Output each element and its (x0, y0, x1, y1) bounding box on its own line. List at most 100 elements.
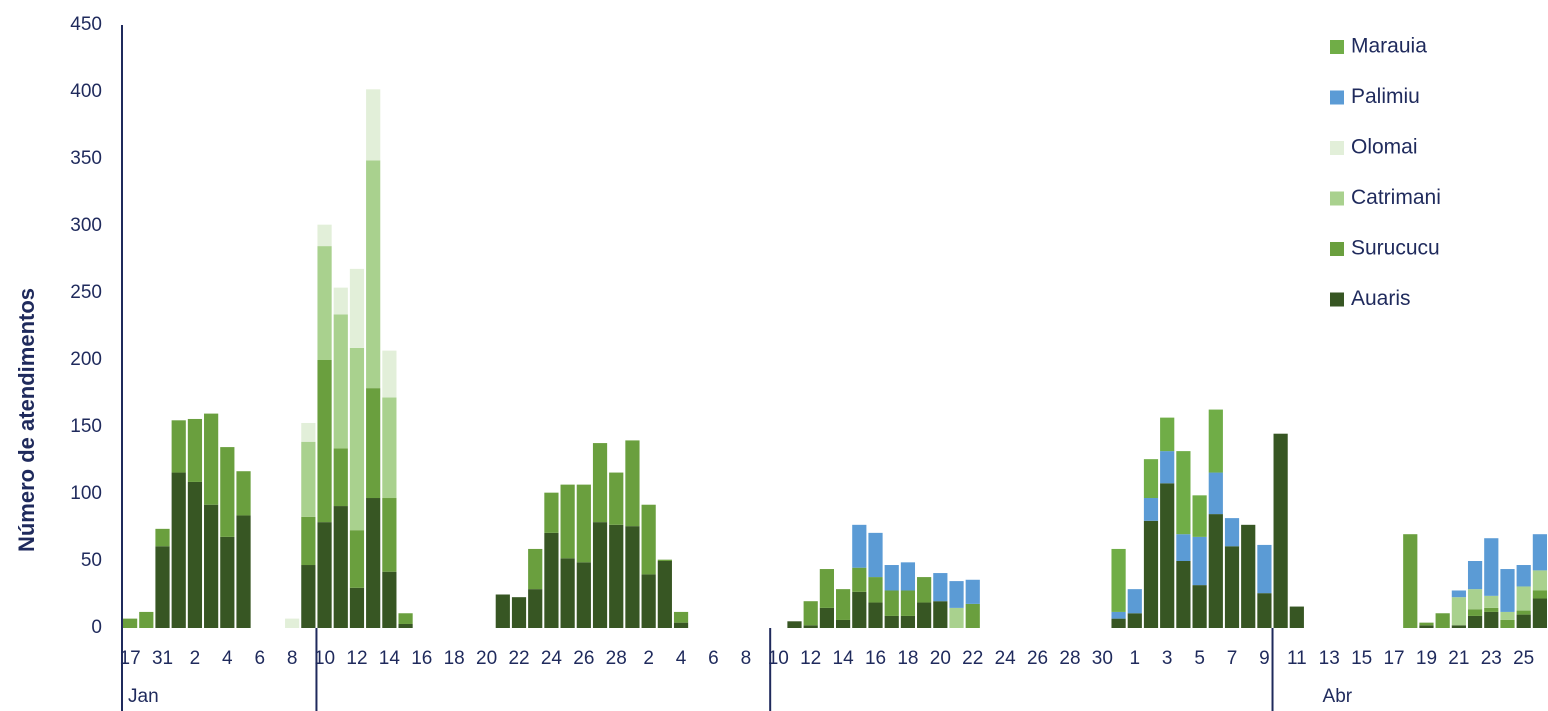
x-tick-label: 30 (1092, 648, 1113, 669)
bar-segment (1273, 433, 1288, 628)
bar-segment (1484, 595, 1499, 608)
bar-segment (366, 89, 381, 161)
x-tick-label: 23 (1481, 648, 1502, 669)
legend-label: Catrimani (1351, 186, 1441, 209)
bar-segment (1532, 570, 1547, 591)
y-tick-label: 150 (70, 416, 102, 437)
bar-segment (965, 579, 980, 604)
bar-segment (852, 524, 867, 568)
x-tick-label: 22 (508, 648, 529, 669)
x-tick-label: 8 (741, 648, 752, 669)
y-tick-label: 300 (70, 215, 102, 236)
bar-segment (576, 562, 591, 628)
x-tick-label: 21 (1448, 648, 1469, 669)
bar-segment (1208, 514, 1223, 628)
bar-segment (123, 618, 138, 628)
bar-segment (544, 492, 559, 533)
bar-segment (349, 587, 365, 628)
bar-segment (1257, 593, 1272, 628)
bar-segment (836, 589, 851, 620)
bar-segment (349, 530, 365, 588)
bar-segment (1160, 451, 1175, 484)
bar-segment (803, 625, 818, 628)
x-tick-label: 6 (254, 648, 265, 669)
bar-segment (1111, 618, 1126, 628)
bar-segment (187, 418, 203, 482)
x-tick-label: 18 (897, 648, 918, 669)
bar-segment (139, 611, 154, 628)
bar-segment (382, 397, 397, 499)
bar-segment (155, 528, 170, 547)
x-tick-label: 25 (1513, 648, 1534, 669)
bar-segment (236, 471, 251, 516)
bar-segment (1451, 590, 1466, 598)
x-tick-label: 22 (962, 648, 983, 669)
bar-segment (1176, 561, 1191, 628)
x-tick-label: 12 (800, 648, 821, 669)
bar-segment (641, 574, 656, 628)
bar-segment (171, 472, 186, 628)
legend-label: Marauia (1351, 35, 1427, 58)
legend-swatch (1330, 191, 1344, 206)
bar-segment (625, 440, 640, 527)
bar-segment (657, 561, 672, 628)
y-tick-label: 450 (70, 14, 102, 35)
bar-segment (366, 498, 381, 628)
x-tick-label: 8 (287, 648, 298, 669)
bar-segment (884, 565, 899, 591)
bar-segment (1419, 625, 1434, 628)
bar-segment (868, 602, 883, 628)
x-tick-label: 20 (930, 648, 951, 669)
bar-segment (511, 597, 527, 628)
bar-segment (560, 484, 575, 559)
bar-segment (382, 498, 397, 572)
legend-label: Palimiu (1351, 85, 1420, 108)
bar-segment (933, 601, 948, 628)
bar-segment (1192, 585, 1207, 628)
bar-segment (949, 581, 964, 608)
bar-segment (609, 472, 624, 525)
x-tick-label: 10 (768, 648, 789, 669)
bar-segment (1467, 589, 1483, 610)
bar-segment (1516, 610, 1531, 615)
bar-segment (1532, 534, 1547, 571)
bar-segment (1208, 472, 1223, 515)
x-tick-label: 14 (379, 648, 401, 669)
x-tick-label: 15 (1351, 648, 1372, 669)
x-tick-label: 6 (708, 648, 719, 669)
bar-segment (949, 607, 964, 628)
bar-segment (1160, 483, 1175, 628)
x-tick-label: 16 (865, 648, 886, 669)
x-tick-label: 10 (314, 648, 335, 669)
bar-segment (900, 562, 916, 591)
y-tick-label: 0 (91, 617, 102, 638)
group-label: Abr (1323, 686, 1353, 707)
bar-segment (1500, 569, 1515, 612)
bar-segment (560, 558, 575, 628)
x-tick-label: 19 (1416, 648, 1437, 669)
bar-segment (333, 287, 348, 315)
bar-segment (301, 516, 316, 566)
bar-segment (1467, 561, 1483, 590)
y-tick-label: 400 (70, 81, 102, 102)
x-tick-label: 16 (411, 648, 432, 669)
bar-segment (1435, 613, 1450, 628)
bar-segment (1111, 548, 1126, 612)
bar-segment (1160, 417, 1175, 452)
x-tick-label: 18 (444, 648, 465, 669)
bar-segment (366, 160, 381, 389)
bar-segment (576, 484, 591, 563)
legend-swatch (1330, 40, 1344, 54)
bar-segment (852, 591, 867, 628)
bar-segment (187, 481, 203, 628)
bar-segment (544, 532, 559, 628)
bar-segment (1192, 495, 1207, 537)
x-tick-label: 4 (676, 648, 687, 669)
x-tick-label: 1 (1129, 648, 1140, 669)
legend-label: Surucucu (1351, 237, 1440, 260)
bar-segment (641, 504, 656, 575)
legend-swatch (1330, 141, 1344, 155)
bar-segment (1516, 614, 1531, 628)
bar-segment (1484, 538, 1499, 596)
